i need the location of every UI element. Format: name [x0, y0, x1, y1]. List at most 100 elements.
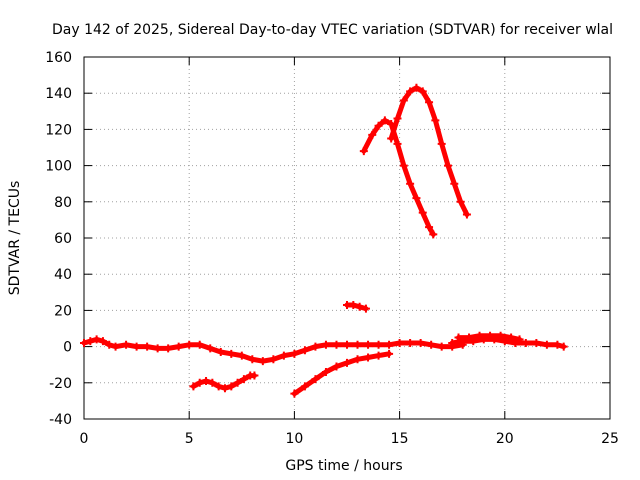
data-point [437, 342, 446, 351]
data-point [465, 333, 474, 342]
y-tick-label: 160 [45, 50, 72, 66]
data-point [412, 194, 421, 203]
data-point [443, 161, 452, 170]
data-point [448, 338, 457, 347]
data-point [454, 333, 463, 342]
y-tick-label: -40 [49, 412, 72, 428]
data-point [227, 349, 236, 358]
y-tick-label: 120 [45, 122, 72, 138]
data-point [450, 179, 459, 188]
data-point [542, 340, 551, 349]
data-point [321, 367, 330, 376]
data-point [349, 300, 358, 309]
y-tick-label: 40 [54, 267, 72, 283]
data-point [559, 342, 568, 351]
tick-labels: -40 -20 0 20 40 60 80 100 120 140 160 0 5 10 15 20 25 [45, 50, 619, 447]
data-point [111, 342, 120, 351]
data-point [237, 351, 246, 360]
data-point [359, 147, 368, 156]
data-point [189, 382, 198, 391]
data-point [364, 353, 373, 362]
data-point [185, 340, 194, 349]
data-point [105, 340, 114, 349]
x-tick-label: 25 [601, 431, 619, 447]
data-point [321, 340, 330, 349]
data-point [214, 382, 223, 391]
data-point [361, 304, 370, 313]
data-point [416, 338, 425, 347]
y-tick-label: 140 [45, 86, 72, 102]
data-point [250, 371, 259, 380]
data-point [311, 342, 320, 351]
data-point [425, 223, 434, 232]
data-point [425, 98, 434, 107]
data-point [418, 208, 427, 217]
data-point [553, 340, 562, 349]
data-point [431, 116, 440, 125]
data-point [380, 116, 389, 125]
data-point [290, 349, 299, 358]
data-point [437, 139, 446, 148]
data-point [248, 355, 257, 364]
data-point [507, 333, 516, 342]
data-point [332, 340, 341, 349]
data-point [343, 358, 351, 367]
y-tick-label: 20 [54, 303, 72, 319]
chart-title: Day 142 of 2025, Sidereal Day-to-day VTE… [52, 22, 613, 38]
data-point [206, 344, 215, 353]
data-point [515, 335, 524, 344]
x-tick-label: 20 [496, 431, 514, 447]
data-point [406, 338, 415, 347]
x-axis-title: GPS time / hours [285, 458, 402, 474]
data-point [364, 340, 373, 349]
data-point [80, 338, 88, 347]
data-point [393, 114, 402, 123]
y-tick-label: -20 [49, 376, 72, 392]
series-sat-a [80, 335, 467, 366]
data-point [300, 382, 309, 391]
data-point [122, 340, 131, 349]
data-point [385, 340, 394, 349]
data-point [220, 384, 229, 393]
data-point [353, 340, 362, 349]
data-point [92, 335, 101, 344]
data-point [532, 338, 541, 347]
data-point [521, 338, 530, 347]
data-point [164, 344, 173, 353]
series-line [388, 85, 470, 217]
data-point [311, 375, 320, 384]
data-point [258, 357, 267, 366]
data-point [427, 340, 436, 349]
data-point [353, 355, 362, 364]
data-point [429, 230, 438, 239]
data-point [98, 337, 107, 346]
series-line [291, 351, 392, 397]
data-series [80, 83, 568, 398]
data-point [132, 342, 141, 351]
data-point [343, 340, 351, 349]
data-point [239, 375, 248, 384]
data-point [290, 389, 299, 398]
data-point [475, 331, 484, 340]
data-point [374, 351, 383, 360]
y-tick-label: 60 [54, 231, 72, 247]
data-point [387, 134, 396, 143]
data-point [279, 351, 288, 360]
data-point [143, 342, 152, 351]
y-tick-label: 80 [54, 195, 72, 211]
series-sat-f [343, 300, 370, 313]
data-point [406, 179, 415, 188]
data-point [355, 302, 364, 311]
data-point [385, 349, 394, 358]
data-point [216, 348, 225, 357]
data-point [195, 378, 204, 387]
data-point [399, 96, 408, 105]
y-axis-title: SDTVAR / TECUs [7, 181, 23, 296]
y-tick-label: 100 [45, 159, 72, 175]
series-sat-h [387, 83, 471, 219]
data-point [174, 342, 183, 351]
data-point [368, 130, 377, 139]
series-sat-c [454, 331, 524, 344]
data-point [86, 337, 95, 346]
data-point [399, 161, 408, 170]
